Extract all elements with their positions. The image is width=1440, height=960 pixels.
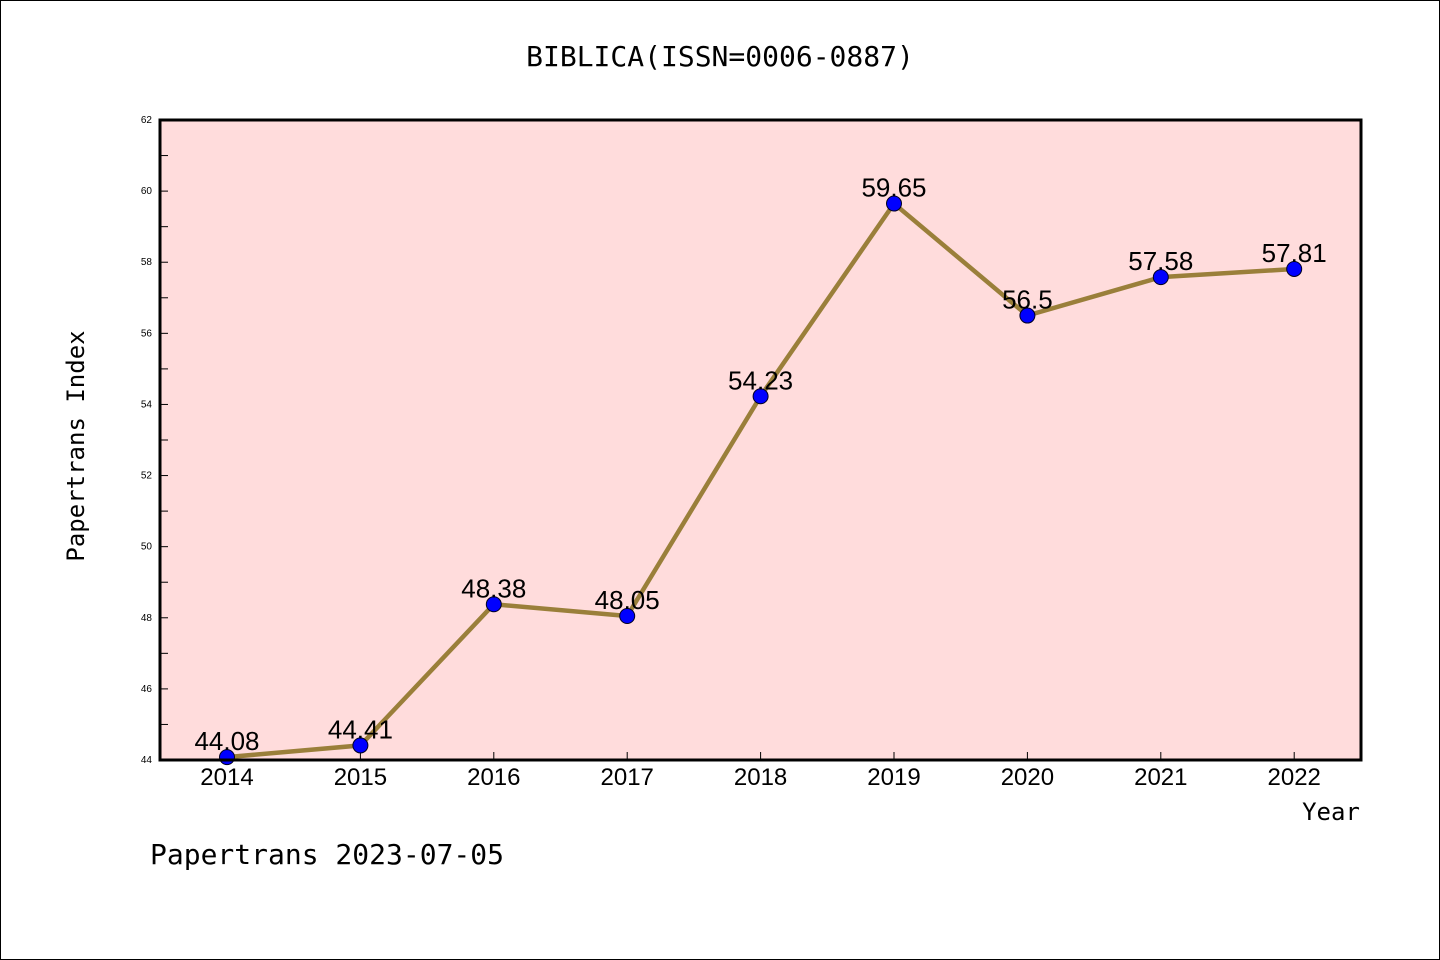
chart-title: BIBLICA(ISSN=0006-0887) (526, 40, 914, 73)
x-tick-label: 2019 (867, 764, 920, 791)
y-tick-label: 46 (141, 684, 153, 695)
x-axis-ticks: 2014 2015 2016 2017 2018 2019 2020 2021 2022 (200, 752, 1321, 791)
data-label-2015: 44.41 (328, 714, 393, 744)
y-tick-label: 48 (141, 613, 153, 624)
y-axis-ticks: 44 46 48 50 52 54 56 58 60 62 (141, 115, 168, 766)
x-tick-label: 2014 (200, 764, 253, 791)
y-tick-label: 50 (141, 542, 153, 553)
data-label-2014: 44.08 (194, 726, 259, 756)
x-tick-label: 2018 (734, 764, 787, 791)
x-tick-label: 2021 (1134, 764, 1187, 791)
data-label-2019: 59.65 (861, 173, 926, 203)
data-point-2020 (1019, 307, 1036, 324)
y-axis-label: Papertrans Index (62, 330, 90, 561)
data-label-2022: 57.81 (1262, 238, 1327, 268)
y-tick-label: 62 (141, 115, 153, 126)
data-labels: 44.08 44.41 48.38 48.05 54.23 59.65 56.5 57.58 5… (194, 173, 1326, 757)
y-tick-label: 54 (141, 399, 153, 410)
y-tick-label: 44 (141, 755, 153, 766)
data-label-2016: 48.38 (461, 573, 526, 603)
data-label-2021: 57.58 (1128, 246, 1193, 276)
x-tick-label: 2016 (467, 764, 520, 791)
x-tick-label: 2017 (601, 764, 654, 791)
x-tick-label: 2022 (1268, 764, 1321, 791)
plot-area (160, 120, 1361, 760)
data-point-2016 (485, 596, 502, 613)
data-label-2020: 56.5 (1002, 285, 1053, 315)
data-point-2015 (352, 737, 369, 754)
data-point-2019 (886, 195, 902, 212)
y-tick-label: 56 (141, 328, 153, 339)
data-point-2018 (752, 388, 769, 405)
x-tick-label: 2015 (334, 764, 387, 791)
data-point-2021 (1152, 269, 1169, 286)
data-label-2018: 54.23 (728, 365, 793, 395)
y-tick-label: 58 (141, 257, 153, 268)
plot-border (158, 118, 1363, 762)
data-label-2017: 48.05 (595, 585, 660, 615)
y-tick-label: 60 (141, 186, 153, 197)
data-point-2017 (619, 608, 636, 624)
x-tick-label: 2020 (1001, 764, 1054, 791)
y-tick-label: 52 (141, 471, 153, 482)
footer-text: Papertrans 2023-07-05 (150, 838, 504, 871)
data-point-2022 (1286, 260, 1303, 277)
x-axis-label: Year (1302, 798, 1360, 826)
